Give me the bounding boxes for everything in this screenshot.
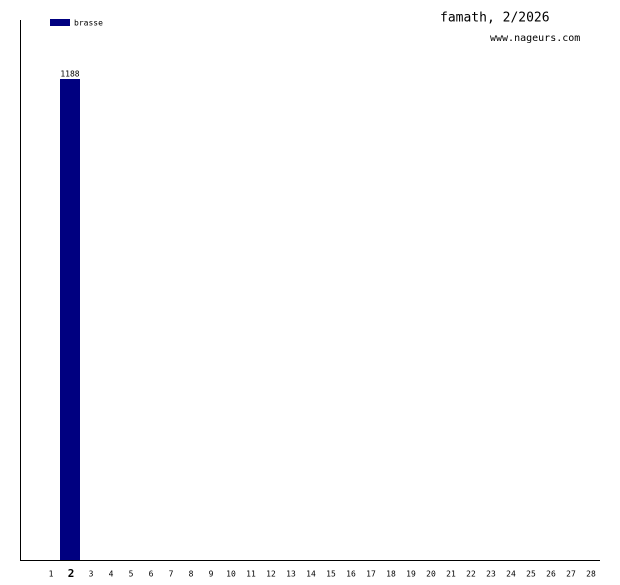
- legend-swatch: [50, 19, 70, 26]
- data-label: 1188: [60, 70, 79, 79]
- legend-label: brasse: [74, 19, 103, 28]
- x-tick-label: 13: [286, 570, 296, 579]
- x-tick-label: 12: [266, 570, 276, 579]
- chart-subtitle: www.nageurs.com: [490, 33, 580, 44]
- x-tick-label: 24: [506, 570, 516, 579]
- x-tick-label: 26: [546, 570, 556, 579]
- x-tick-label: 27: [566, 570, 576, 579]
- chart-title: famath, 2/2026: [440, 11, 550, 26]
- x-tick-label: 17: [366, 570, 376, 579]
- x-tick-label: 9: [209, 570, 214, 579]
- x-tick-label: 15: [326, 570, 336, 579]
- x-tick-label: 10: [226, 570, 236, 579]
- x-tick-label: 2: [68, 567, 75, 580]
- x-tick-label: 4: [109, 570, 114, 579]
- x-tick-label: 25: [526, 570, 536, 579]
- x-tick-label: 22: [466, 570, 476, 579]
- x-tick-label: 8: [189, 570, 194, 579]
- x-tick-label: 18: [386, 570, 396, 579]
- x-tick-label: 16: [346, 570, 356, 579]
- x-tick-label: 28: [586, 570, 596, 579]
- x-tick-label: 11: [246, 570, 256, 579]
- x-tick-label: 5: [129, 570, 134, 579]
- x-tick-label: 1: [49, 570, 54, 579]
- x-tick-label: 14: [306, 570, 316, 579]
- x-tick-label: 19: [406, 570, 416, 579]
- x-tick-label: 3: [89, 570, 94, 579]
- x-tick-label: 6: [149, 570, 154, 579]
- x-tick-label: 21: [446, 570, 456, 579]
- x-tick-label: 20: [426, 570, 436, 579]
- x-tick-label: 7: [169, 570, 174, 579]
- bar: [60, 79, 80, 560]
- x-tick-label: 23: [486, 570, 496, 579]
